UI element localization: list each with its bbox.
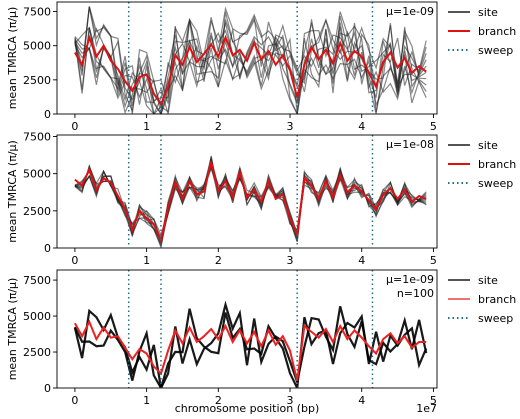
x-tick-label: 5 [430, 394, 437, 407]
x-tick-label: 5 [430, 254, 437, 267]
panel-annotation: μ=1e-09 [386, 273, 434, 286]
x-tick-label: 3 [287, 120, 294, 133]
legend-label-site: site [478, 274, 498, 287]
y-tick-label: 7500 [23, 130, 51, 143]
y-axis-label: mean TMRCA (π/μ) [6, 140, 19, 243]
x-tick-label: 3 [287, 254, 294, 267]
legend: site branch sweep [448, 139, 516, 190]
y-tick-label: 2500 [23, 74, 51, 87]
x-tick-label: 2 [215, 120, 222, 133]
legend: site branch sweep [448, 274, 516, 325]
x-tick-label: 4 [358, 120, 365, 133]
x-tick-label: 4 [358, 254, 365, 267]
legend: site branch sweep [448, 6, 516, 57]
y-tick-label: 0 [44, 242, 51, 255]
legend-label-site: site [478, 139, 498, 152]
x-tick-label: 2 [215, 394, 222, 407]
x-tick-label: 3 [287, 394, 294, 407]
legend-label-sweep: sweep [478, 312, 513, 325]
legend-label-branch: branch [478, 293, 516, 306]
x-tick-label: 0 [71, 394, 78, 407]
legend-label-branch: branch [478, 25, 516, 38]
panel-annotation: μ=1e-09 [386, 5, 434, 18]
x-axis-label: chromosome position (bp) [175, 402, 320, 415]
y-axis-label: mean TMRCA (π/μ) [6, 7, 19, 110]
panel-2: 0 2500 5000 7500 0 1 2 3 4 5 mean TMRCA (π/μ) μ=1e-… [6, 130, 516, 267]
x-tick-label: 1 [143, 394, 150, 407]
y-tick-label: 0 [44, 108, 51, 121]
y-tick-label: 7500 [23, 6, 51, 19]
panel-annotation: μ=1e-08 [386, 138, 434, 151]
x-tick-label: 0 [71, 254, 78, 267]
site-series-line [74, 17, 427, 113]
site-lines [74, 155, 427, 248]
legend-label-sweep: sweep [478, 177, 513, 190]
site-series-line [74, 18, 427, 114]
panel-1: 0 2500 5000 7500 0 1 2 3 4 5 mean TMRCA (π/μ) μ=1e-… [6, 1, 516, 133]
y-tick-label: 5000 [23, 40, 51, 53]
x-tick-label: 4 [358, 394, 365, 407]
y-tick-label: 5000 [23, 310, 51, 323]
y-tick-label: 0 [44, 382, 51, 395]
y-tick-label: 2500 [23, 205, 51, 218]
legend-label-site: site [478, 6, 498, 19]
panel-3: 0 2500 5000 7500 0 1 2 3 4 5 mean TMRCA (π/μ) μ=1e-… [6, 269, 516, 407]
legend-label-branch: branch [478, 158, 516, 171]
site-lines [73, 300, 428, 388]
x-tick-label: 0 [71, 120, 78, 133]
y-tick-label: 7500 [23, 274, 51, 287]
legend-label-sweep: sweep [478, 44, 513, 57]
branch-series-line [74, 319, 427, 382]
x-axis-offset-label: 1e7 [416, 402, 437, 415]
y-axis-label: mean TMRCA (π/μ) [6, 278, 19, 381]
y-tick-label: 5000 [23, 168, 51, 181]
branch-series-line [74, 34, 427, 107]
x-tick-label: 1 [143, 254, 150, 267]
axes-frame [56, 269, 438, 389]
site-lines [74, 6, 427, 114]
axes-frame [56, 1, 438, 115]
site-series-line [74, 158, 427, 243]
site-series-line [73, 308, 428, 388]
x-tick-label: 2 [215, 254, 222, 267]
y-tick-label: 2500 [23, 346, 51, 359]
branch-series-line [74, 161, 427, 244]
x-tick-label: 1 [143, 120, 150, 133]
site-series-line [74, 18, 427, 110]
x-tick-label: 5 [430, 120, 437, 133]
axes-frame [56, 134, 438, 249]
panel-annotation: n=100 [397, 287, 434, 300]
